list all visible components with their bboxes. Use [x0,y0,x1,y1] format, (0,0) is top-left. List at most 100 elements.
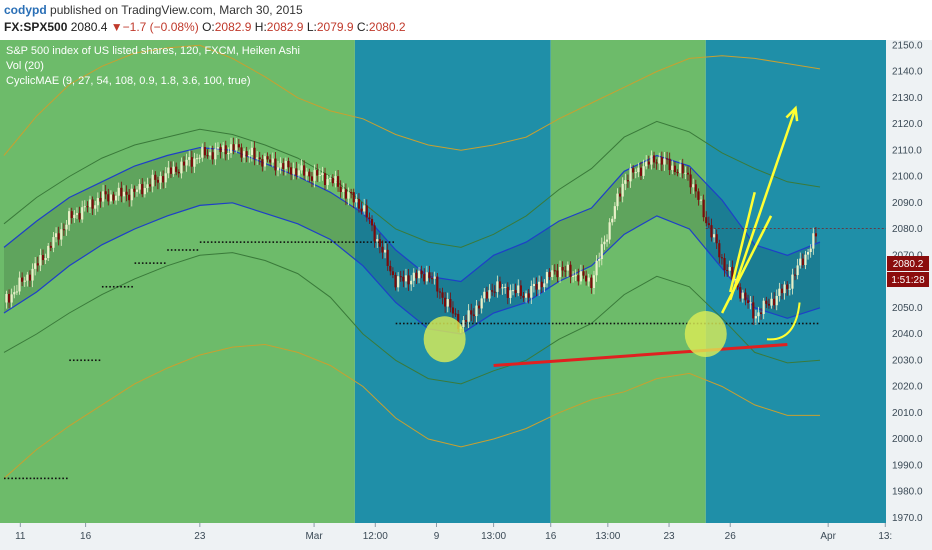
candle-body [796,265,799,276]
candle-body [663,158,666,165]
price-tick-label: 2110.0 [892,145,922,156]
support-dot [178,249,180,251]
candle-body [206,155,209,157]
support-dot [406,322,409,325]
candle-body [485,291,489,299]
candle-body [543,283,546,288]
support-dot [421,322,423,325]
candle-body [52,237,55,248]
candle-body [694,184,697,192]
candle-body [156,179,159,183]
support-dot [508,322,510,325]
candle-body [545,272,549,284]
candle-body [282,163,285,169]
candle-body [195,158,199,160]
support-dot [526,322,528,325]
high-label: H: [254,20,267,34]
candle-body [219,147,222,152]
support-dot [740,322,743,325]
support-dot [776,322,779,325]
support-dot [656,322,659,325]
candle-body [741,292,744,299]
candle-body [389,265,392,272]
author-link[interactable]: codypd [4,3,47,17]
candle-body [303,165,306,176]
candle-body [381,246,384,253]
support-dot [11,477,13,480]
support-dot [203,241,206,243]
candle-body [60,229,63,240]
price-tick-label: 2070.0 [892,250,923,261]
support-dot [327,241,329,243]
candle-body [642,166,645,176]
support-dot [134,262,137,264]
candle-body [86,206,89,208]
candle-body [188,157,191,160]
support-dot [43,477,46,480]
candle-body [242,151,246,158]
candle-body [284,160,287,169]
candle-body [151,174,154,187]
support-dot [72,359,75,362]
candle-body [561,267,564,271]
candle-body [423,274,426,282]
highlight-circle-0 [423,316,466,363]
candle-body [209,152,212,156]
support-dot [192,249,195,251]
candle-body [579,271,583,282]
legend-indicator: CyclicMAE (9, 27, 54, 108, 0.9, 1.8, 3.6… [6,75,251,87]
support-dot [348,241,351,243]
candle-body [248,155,251,157]
price-tick-label: 2120.0 [892,119,923,130]
arrow-line-0 [729,107,797,301]
candle-body [125,191,128,195]
candle-body [501,287,504,289]
candle-body [726,270,729,272]
support-dot [533,322,536,325]
candle-body [765,300,768,304]
candle-body [496,281,499,292]
candle-body [749,302,752,304]
support-dot [218,241,220,243]
candle-body [624,180,627,184]
candle-body [5,294,8,303]
price-chart[interactable]: S&P 500 index of US listed shares, 120, … [0,40,932,550]
candle-body [668,158,671,171]
support-dot [80,359,82,362]
price-tick-label: 2080.0 [892,224,923,235]
candle-body [96,197,99,206]
support-dot [504,322,507,325]
support-dot [475,322,478,325]
support-dot [287,241,289,243]
support-dot [225,241,228,243]
symbol-label[interactable]: FX:SPX500 [4,20,68,34]
candle-body [407,275,410,285]
support-dot [584,322,587,325]
support-dot [493,322,496,325]
candle-body [647,161,650,165]
price-tick-label: 2030.0 [892,355,923,366]
support-dot [675,322,677,325]
candle-body [608,222,611,240]
support-dot [555,322,558,325]
candle-body [806,252,810,255]
candle-body [190,157,193,167]
candle-body [564,270,567,272]
candle-body [590,277,593,288]
support-dot [558,322,561,325]
support-dot [319,241,322,243]
time-axis[interactable] [0,523,932,550]
support-dot [174,249,177,251]
candle-body [441,292,444,298]
candle-body [720,257,724,259]
candle-body [637,167,640,173]
candle-body [504,286,507,288]
candle-body [355,199,358,203]
candle-body [780,288,784,294]
support-dot [258,241,260,243]
support-dot [395,322,398,325]
support-dot [323,241,326,243]
candle-body [488,290,491,299]
support-dot [94,359,97,362]
candle-body [470,310,473,315]
